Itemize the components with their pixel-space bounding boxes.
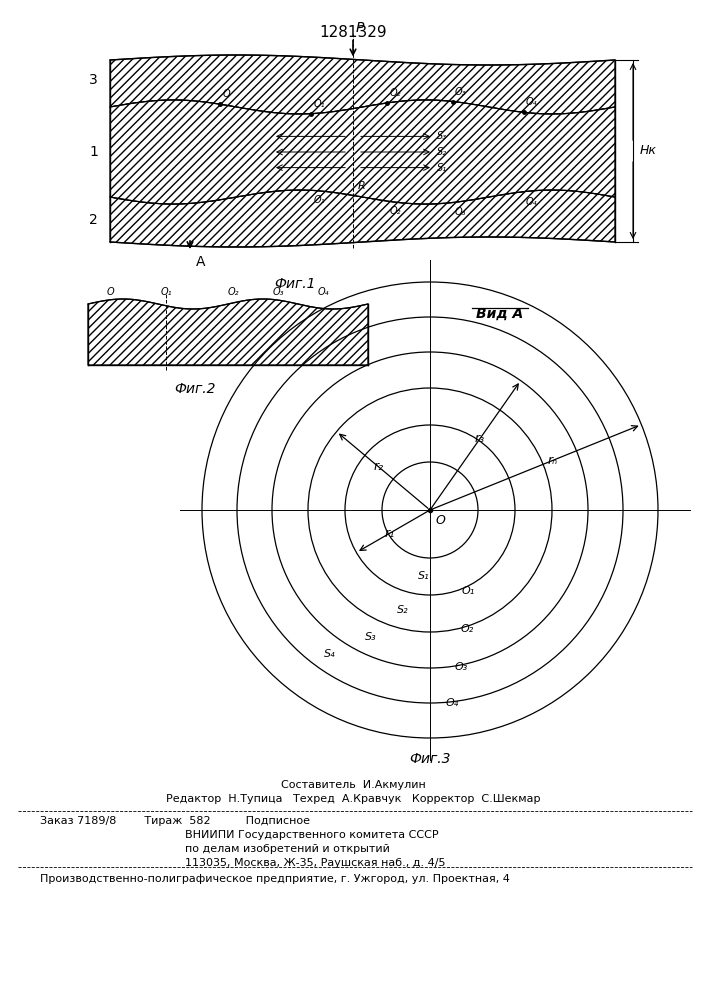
Text: R: R: [358, 181, 366, 191]
Text: O₂: O₂: [389, 206, 401, 216]
Text: O₃: O₃: [455, 207, 467, 217]
Text: S₁: S₁: [437, 163, 447, 173]
Text: O: O: [222, 89, 230, 99]
Text: 1281329: 1281329: [319, 25, 387, 40]
Text: 3: 3: [89, 74, 98, 88]
Text: S₃: S₃: [365, 632, 377, 642]
Polygon shape: [88, 299, 368, 365]
Text: S₁: S₁: [419, 571, 430, 581]
Text: Заказ 7189/8        Тираж  582          Подписное: Заказ 7189/8 Тираж 582 Подписное: [40, 816, 310, 826]
Text: S₂: S₂: [397, 605, 409, 615]
Polygon shape: [110, 190, 615, 247]
Text: O₂: O₂: [460, 624, 474, 634]
Polygon shape: [110, 55, 615, 114]
Text: O₄: O₄: [526, 97, 537, 107]
Text: Фиг.2: Фиг.2: [174, 382, 216, 396]
Text: Фиг.1: Фиг.1: [274, 277, 316, 291]
Text: O₁: O₁: [313, 195, 325, 205]
Text: Вид А: Вид А: [477, 307, 524, 321]
Text: O₁: O₁: [461, 586, 474, 596]
Text: S₂: S₂: [437, 147, 447, 157]
Text: Редактор  Н.Тупица   Техред  А.Кравчук   Корректор  С.Шекмар: Редактор Н.Тупица Техред А.Кравчук Корре…: [165, 794, 540, 804]
Text: ВНИИПИ Государственного комитета СССР: ВНИИПИ Государственного комитета СССР: [185, 830, 438, 840]
Polygon shape: [110, 100, 615, 204]
Text: O₄: O₄: [526, 197, 537, 207]
Text: r₃: r₃: [475, 432, 485, 445]
Text: O₂: O₂: [389, 88, 401, 98]
Text: O₁: O₁: [313, 99, 325, 109]
Text: 2: 2: [89, 213, 98, 227]
Text: r₁: r₁: [385, 527, 395, 540]
Text: rₙ: rₙ: [547, 454, 558, 467]
Text: O₄: O₄: [317, 287, 329, 297]
Text: O₂: O₂: [228, 287, 240, 297]
Text: O₁: O₁: [160, 287, 172, 297]
Text: O₃: O₃: [273, 287, 284, 297]
Text: S₃: S₃: [437, 131, 447, 141]
Text: Фиг.3: Фиг.3: [409, 752, 451, 766]
Text: Производственно-полиграфическое предприятие, г. Ужгород, ул. Проектная, 4: Производственно-полиграфическое предприя…: [40, 874, 510, 884]
Text: O₃: O₃: [455, 87, 467, 97]
Text: A: A: [196, 255, 206, 269]
Text: O: O: [107, 287, 115, 297]
Text: O₄: O₄: [445, 698, 458, 708]
Text: S₄: S₄: [324, 649, 335, 659]
Text: 113035, Москва, Ж-35, Раушская наб., д. 4/5: 113035, Москва, Ж-35, Раушская наб., д. …: [185, 858, 445, 868]
Text: P: P: [356, 21, 364, 35]
Text: по делам изобретений и открытий: по делам изобретений и открытий: [185, 844, 390, 854]
Text: 1: 1: [89, 145, 98, 159]
Text: O: O: [435, 514, 445, 527]
Text: Hк: Hк: [640, 144, 657, 157]
Text: O₃: O₃: [455, 662, 467, 672]
Text: Составитель  И.Акмулин: Составитель И.Акмулин: [281, 780, 426, 790]
Text: r₂: r₂: [373, 460, 384, 473]
